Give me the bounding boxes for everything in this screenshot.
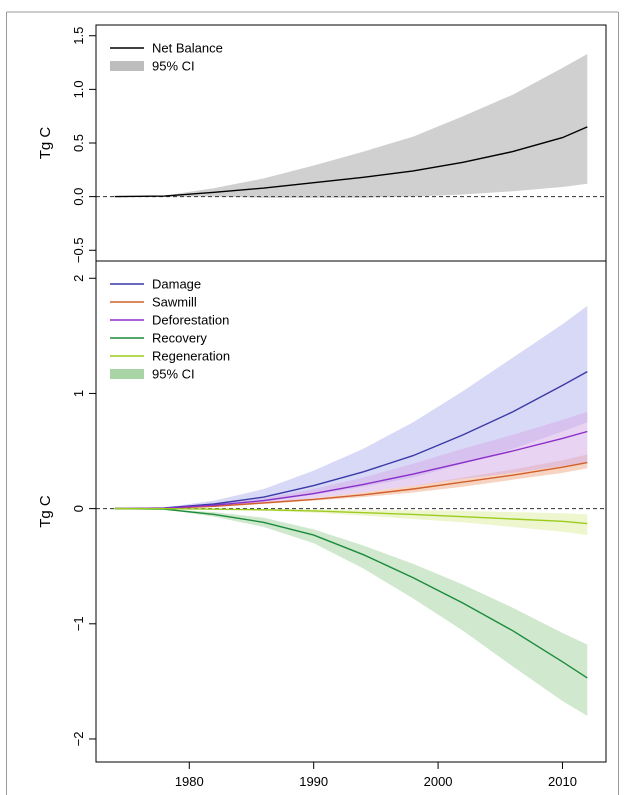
y-tick-label: 1.0 [71,80,86,98]
y-tick-label: 0.5 [71,134,86,152]
recovery-ci-band [114,508,588,716]
regeneration-ci-band [114,508,588,536]
legend-label: Regeneration [152,349,230,364]
regeneration-line [114,507,588,525]
legend-ci-swatch [110,369,144,379]
legend-label: Damage [152,277,201,292]
sawmill-ci-band [114,454,588,509]
y-tick-label: 0.0 [71,188,86,206]
y-tick-label: 1.5 [71,27,86,45]
y-tick-label: −1 [71,616,86,631]
top-panel-y-axis: −0.5 0.0 0.5 1.0 1.5 [71,27,96,263]
top-panel-legend: Net Balance 95% CI [110,41,223,74]
legend-label: Net Balance [152,41,223,56]
bottom-panel-plot-box [95,260,607,763]
top-panel: −0.5 0.0 0.5 1.0 1.5 Tg C Net Balance 95% CI [37,24,607,263]
y-tick-label: 0 [71,505,86,512]
y-tick-label: −0.5 [71,237,86,263]
damage-line [114,370,588,510]
bottom-panel: −2 −1 0 1 2 1980 1990 2000 2010 Tg C Damage Sawm… [37,260,607,789]
legend-label: 95% CI [152,59,195,74]
bottom-panel-y-axis: −2 −1 0 1 2 [71,275,96,747]
recovery-line [114,507,588,679]
x-tick-label: 1990 [299,774,328,789]
sawmill-line [114,461,588,510]
top-panel-ci-bands [114,54,588,198]
deforestation-ci-band [114,411,588,509]
net-balance-line [114,126,588,198]
bottom-panel-y-axis-label: Tg C [37,495,54,528]
legend-ci-swatch [110,61,144,71]
y-tick-label: 2 [71,275,86,282]
top-panel-series-lines [114,126,588,198]
y-tick-label: 1 [71,390,86,397]
legend-label: Deforestation [152,313,229,328]
legend-label: 95% CI [152,367,195,382]
y-tick-label: −2 [71,732,86,747]
deforestation-line [114,430,588,510]
x-tick-label: 2010 [548,774,577,789]
bottom-panel-series-lines [114,370,588,679]
x-tick-label: 2000 [424,774,453,789]
legend-label: Recovery [152,331,207,346]
top-panel-y-axis-label: Tg C [37,127,54,160]
net-balance-ci-band [114,54,588,198]
legend-label: Sawmill [152,295,197,310]
x-axis: 1980 1990 2000 2010 [175,762,577,789]
x-tick-label: 1980 [175,774,204,789]
bottom-panel-legend: Damage Sawmill Deforestation Recovery Regene… [110,277,230,382]
